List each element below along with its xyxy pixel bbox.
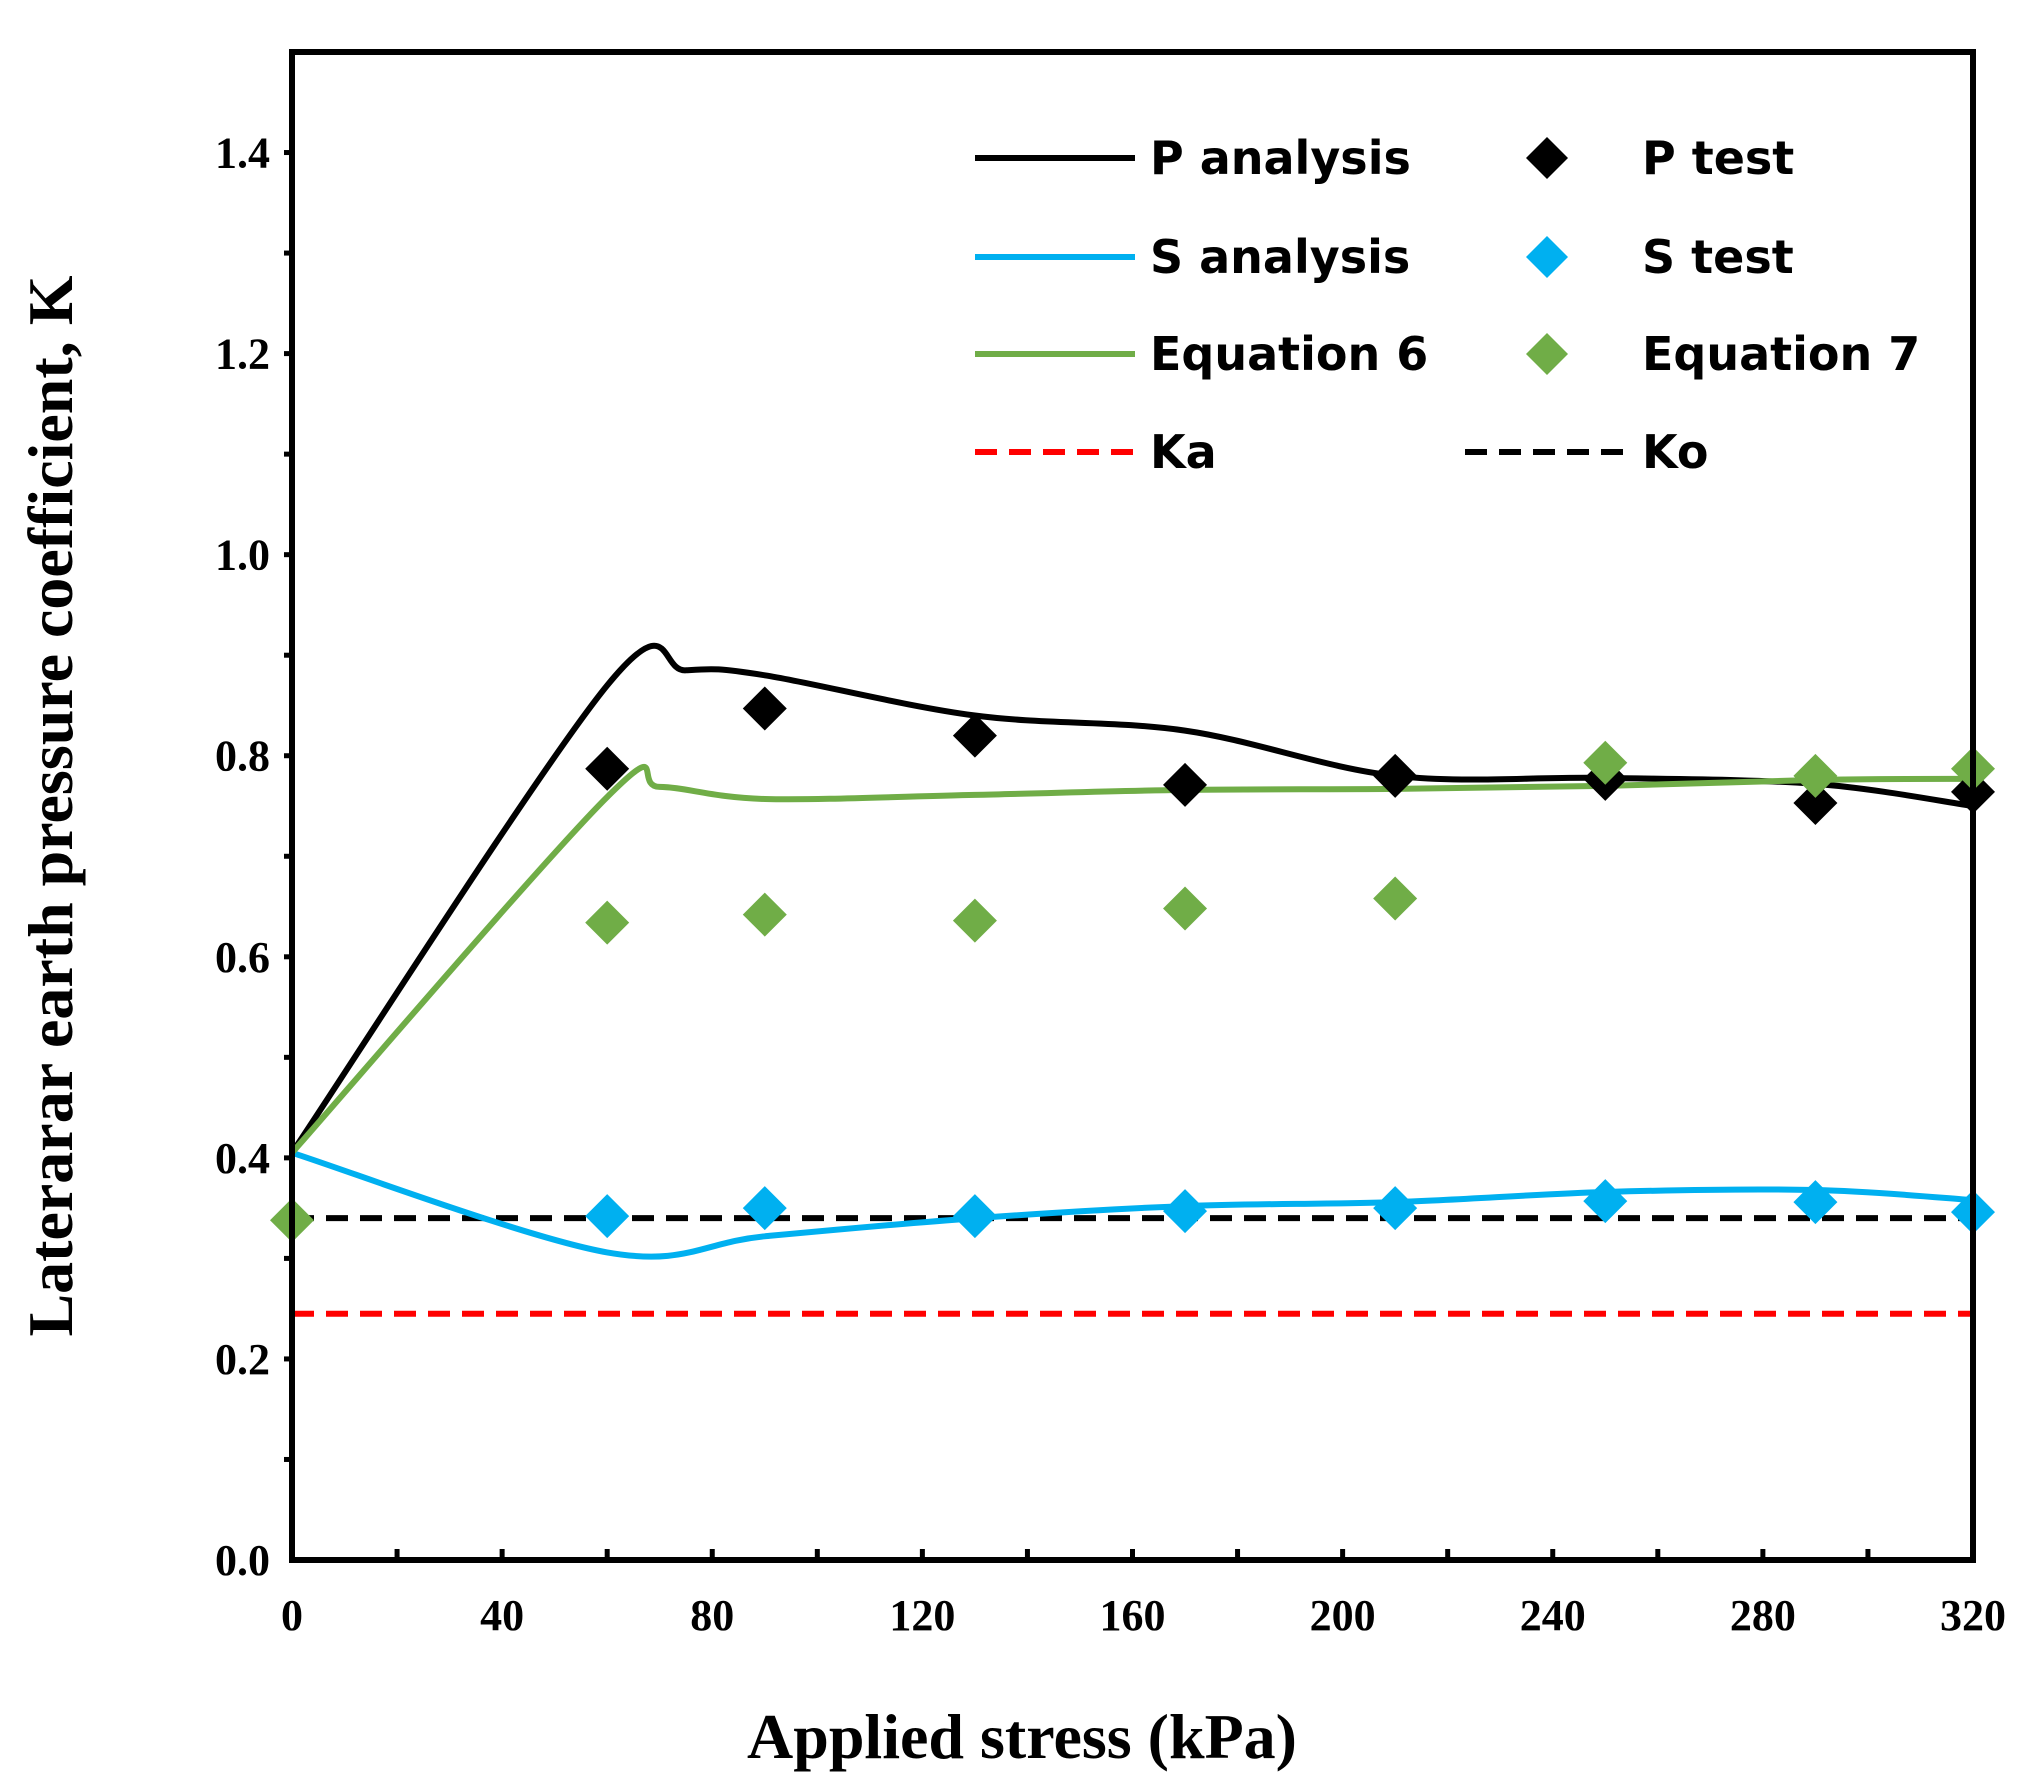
series-equation-7-point-7 [1793,753,1838,798]
legend-s-analysis-label: S analysis [1150,230,1410,284]
y-tick-label: 0.6 [215,933,270,982]
legend-equation-7-swatch [1526,333,1568,375]
legend: P analysis P test S analysis S test Equation… [975,131,1920,479]
legend-equation-7-label: Equation 7 [1642,327,1920,381]
series-p-test-point-1 [742,686,787,731]
x-tick-label: 40 [480,1591,524,1640]
legend-ka-label: Ka [1150,425,1217,479]
series-equation-6-line [289,764,1976,1156]
series-s-test-point-6 [1793,1180,1838,1225]
legend-s-test-swatch [1526,236,1568,278]
series-p-analysis-line [289,642,1976,1156]
x-tick-label: 200 [1310,1591,1376,1640]
y-tick-label: 0.8 [215,732,270,781]
series-equation-7-point-5 [1373,876,1418,921]
legend-s-test-label: S test [1642,230,1794,284]
y-tick-label: 0.0 [215,1536,270,1585]
series-equation-7-point-2 [742,892,787,937]
series-p-test-point-0 [585,746,630,791]
series-layer [270,642,1995,1317]
series-equation-7-point-6 [1583,740,1628,785]
y-tick-label: 0.4 [215,1134,270,1183]
legend-p-analysis-label: P analysis [1150,131,1411,185]
x-tick-label: 320 [1940,1591,2006,1640]
legend-p-test-swatch [1526,137,1568,179]
legend-ko-label: Ko [1642,425,1708,479]
y-tick-label: 1.4 [215,129,270,178]
x-tick-label: 160 [1100,1591,1166,1640]
series-p-test-point-6 [1793,780,1838,825]
y-tick-label: 1.0 [215,531,270,580]
series-s-test-point-3 [1163,1189,1208,1234]
series-s-analysis-line [289,1149,1976,1260]
x-tick-label: 80 [690,1591,734,1640]
y-axis-title: Laterarar earth pressure coefficient, K [15,275,86,1336]
ticks-layer: 0 40 80 120 160 200 240 280 320 0.0 0.2 0.4 0.6 0.8 1.… [215,129,2006,1640]
series-p-test-point-4 [1373,753,1418,798]
series-p-test-point-2 [952,713,997,758]
x-tick-label: 0 [281,1591,303,1640]
series-s-test-point-1 [742,1186,787,1231]
x-axis-title: Applied stress (kPa) [747,1701,1297,1772]
y-tick-label: 1.2 [215,330,270,379]
series-s-test-point-4 [1373,1186,1418,1231]
x-tick-label: 120 [889,1591,955,1640]
x-tick-label: 240 [1520,1591,1586,1640]
series-s-test-point-0 [585,1194,630,1239]
series-equation-7-point-4 [1163,886,1208,931]
series-s-test-point-5 [1583,1179,1628,1224]
series-equation-7-point-3 [952,898,997,943]
legend-equation-6-label: Equation 6 [1150,327,1428,381]
series-s-test-point-2 [952,1194,997,1239]
y-tick-label: 0.2 [215,1335,270,1384]
x-tick-label: 280 [1730,1591,1796,1640]
series-equation-7-point-1 [585,900,630,945]
series-p-test-point-3 [1163,762,1208,807]
legend-p-test-label: P test [1642,131,1794,185]
